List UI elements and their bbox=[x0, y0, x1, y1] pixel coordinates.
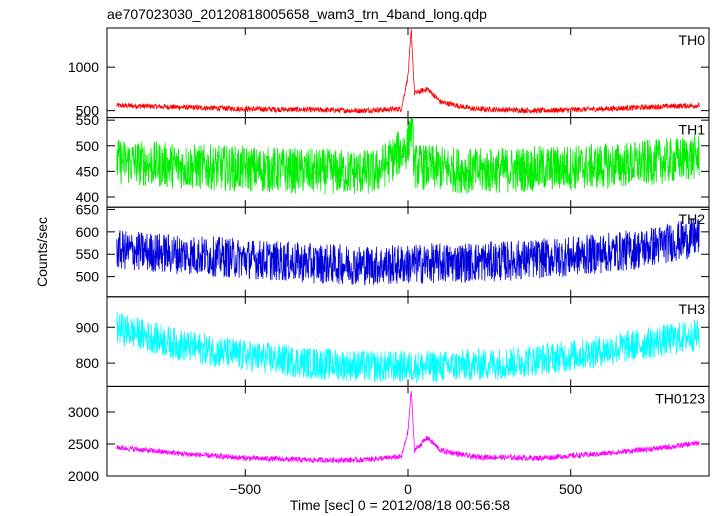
series-label-th3: TH3 bbox=[679, 301, 706, 317]
x-tick-label: 500 bbox=[559, 481, 583, 497]
y-tick-label: 3000 bbox=[68, 404, 99, 420]
y-tick-label: 550 bbox=[76, 246, 100, 262]
series-label-th1: TH1 bbox=[679, 122, 706, 138]
y-tick-label: 500 bbox=[76, 269, 100, 285]
y-tick-label: 2500 bbox=[68, 436, 99, 452]
series-line-th0 bbox=[116, 29, 700, 115]
series-label-th0: TH0 bbox=[679, 32, 706, 48]
chart-title: ae707023030_20120818005658_wam3_trn_4ban… bbox=[107, 6, 487, 22]
series-label-th2: TH2 bbox=[679, 211, 706, 227]
y-tick-label: 1000 bbox=[68, 59, 99, 75]
x-axis-label: Time [sec] 0 = 2012/08/18 00:56:58 bbox=[290, 497, 510, 513]
y-tick-label: 450 bbox=[76, 163, 100, 179]
series-label-th0123: TH0123 bbox=[655, 390, 705, 406]
y-tick-label: 650 bbox=[76, 201, 100, 217]
series-line-th0123 bbox=[116, 391, 700, 464]
y-tick-label: 550 bbox=[76, 112, 100, 128]
y-tick-label: 900 bbox=[76, 319, 100, 335]
y-axis-label: Counts/sec bbox=[34, 217, 50, 287]
panels-group: 5001000TH0400450500550TH1500550600650TH2… bbox=[68, 27, 710, 497]
y-tick-label: 500 bbox=[76, 138, 100, 154]
series-line-th3 bbox=[116, 311, 700, 384]
x-tick-label: 0 bbox=[404, 481, 412, 497]
y-tick-label: 500 bbox=[76, 103, 100, 119]
panel-frame bbox=[106, 296, 710, 387]
y-tick-label: 800 bbox=[76, 355, 100, 371]
y-tick-label: 600 bbox=[76, 224, 100, 240]
y-tick-label: 400 bbox=[76, 189, 100, 205]
series-line-th2 bbox=[116, 218, 700, 286]
y-tick-label: 2000 bbox=[68, 468, 99, 484]
x-tick-label: −500 bbox=[230, 481, 262, 497]
